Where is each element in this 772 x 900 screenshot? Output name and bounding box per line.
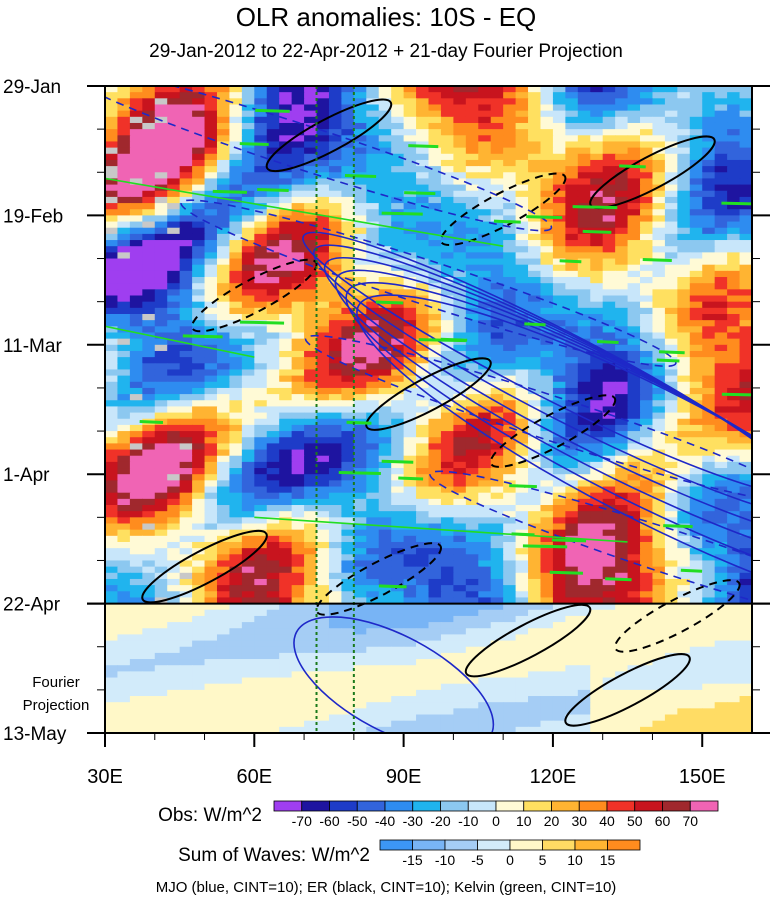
colorbar-title: Sum of Waves: W/m^2: [178, 845, 370, 866]
colorbar-swatch: [412, 800, 441, 812]
chart-subtitle: 29-Jan-2012 to 22-Apr-2012 + 21-day Four…: [149, 41, 623, 62]
colorbar-swatch: [444, 839, 478, 851]
x-tick-label: 90E: [386, 766, 422, 788]
colorbar-label: -20: [430, 813, 450, 829]
x-tick-label: 150E: [679, 766, 726, 788]
colorbar-label: 15: [600, 852, 616, 868]
obs-colorbar: Obs: W/m^2 -70 -60 -50 -40 -30 -20 -10 0 10 20 30 40…: [158, 800, 719, 829]
colorbar-swatch: [495, 800, 525, 812]
olr-heatmap: [105, 86, 752, 733]
projection-label: Fourier: [32, 674, 80, 691]
colorbar-swatch: [384, 800, 414, 812]
x-tick-label: 60E: [237, 766, 273, 788]
colorbar-swatch: [467, 800, 497, 812]
colorbar-swatch: [412, 839, 446, 851]
colorbar-swatch: [509, 839, 543, 851]
y-tick-label: 1-Apr: [3, 465, 50, 486]
colorbar-swatch: [477, 839, 511, 851]
colorbar-label: -15: [402, 852, 422, 868]
colorbar-label: 50: [627, 813, 643, 829]
colorbar-swatch: [329, 800, 358, 812]
colorbar-swatch: [523, 800, 552, 812]
colorbar-swatch: [551, 800, 580, 812]
wave-legend-note: MJO (blue, CINT=10); ER (black, CINT=10)…: [155, 879, 617, 896]
colorbar-swatch: [662, 800, 691, 812]
colorbar-label: -70: [292, 813, 312, 829]
x-tick-label: 120E: [530, 766, 577, 788]
colorbar-swatch: [607, 839, 641, 851]
x-tick-label: 30E: [87, 766, 123, 788]
colorbar-swatch: [634, 800, 663, 812]
colorbar-swatch: [606, 800, 636, 812]
y-tick-label: 11-Mar: [3, 336, 62, 357]
colorbar-label: -10: [435, 852, 455, 868]
y-tick-label: 19-Feb: [3, 206, 63, 227]
y-tick-label: 13-May: [3, 724, 67, 745]
y-tick-label: 22-Apr: [3, 595, 61, 616]
chart-title: OLR anomalies: 10S - EQ: [235, 2, 537, 32]
colorbar-label: 60: [655, 813, 671, 829]
colorbar-title: Obs: W/m^2: [158, 805, 262, 826]
colorbar-swatch: [574, 839, 608, 851]
colorbar-label: 70: [682, 813, 698, 829]
colorbar-swatch: [542, 839, 576, 851]
colorbar-swatch: [689, 800, 719, 812]
colorbar-swatch: [356, 800, 386, 812]
colorbar-label: -10: [458, 813, 478, 829]
colorbar-label: 30: [571, 813, 587, 829]
colorbar-label: 10: [516, 813, 532, 829]
colorbar-swatch: [273, 800, 303, 812]
colorbar-label: -30: [403, 813, 423, 829]
wave-contours: [105, 86, 752, 733]
colorbar-label: -50: [347, 813, 367, 829]
colorbar-label: 40: [599, 813, 615, 829]
colorbar-label: 20: [544, 813, 560, 829]
colorbar-label: 0: [492, 813, 500, 829]
y-tick-label: 29-Jan: [3, 77, 61, 98]
colorbar-label: -60: [319, 813, 339, 829]
colorbar-label: 0: [506, 852, 514, 868]
colorbar-swatch: [578, 800, 608, 812]
waves-colorbar: Sum of Waves: W/m^2 -15 -10 -5 0 5 10 15: [178, 839, 641, 868]
colorbar-swatch: [440, 800, 469, 812]
colorbar-label: 5: [539, 852, 547, 868]
colorbar-label: 10: [567, 852, 583, 868]
plot-frame: [104, 85, 753, 734]
colorbar-swatch: [301, 800, 330, 812]
colorbar-label: -40: [375, 813, 395, 829]
projection-label: Projection: [23, 697, 90, 714]
colorbar-swatch: [379, 839, 413, 851]
colorbar-label: -5: [471, 852, 484, 868]
